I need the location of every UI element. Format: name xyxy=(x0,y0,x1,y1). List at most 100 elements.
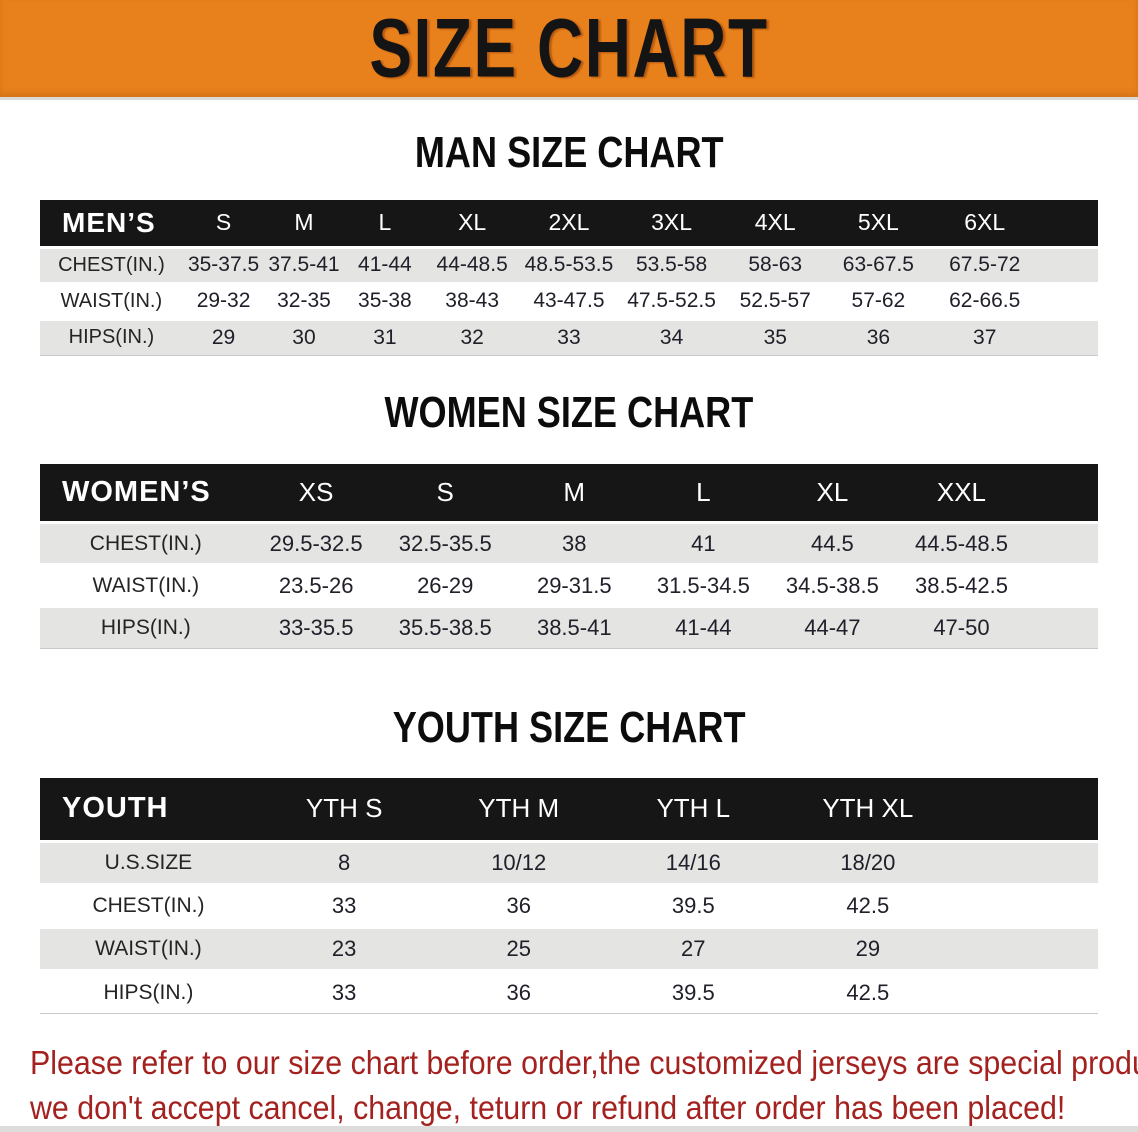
men-cell-0-1: 37.5-41 xyxy=(264,245,344,284)
men-cell-1-6: 52.5-57 xyxy=(723,281,828,320)
men-cell-1-4: 43-47.5 xyxy=(518,281,620,320)
men-size-col-5: 3XL xyxy=(619,200,724,248)
youth-row-label-1: CHEST(IN.) xyxy=(40,883,257,928)
women-cell-2-3: 41-44 xyxy=(638,605,768,649)
men-cell-2-6: 35 xyxy=(723,317,828,356)
men-cell-0-6: 58-63 xyxy=(723,245,828,284)
women-header-label: WOMEN’S xyxy=(40,463,252,523)
women-header-spacer xyxy=(1025,463,1098,523)
youth-section-title-text: YOUTH SIZE CHART xyxy=(392,703,746,753)
women-table: WOMEN’S XS S M L XL XXL CHEST(IN.) 29.5-32.5 32.5… xyxy=(40,463,1098,650)
men-row-1: WAIST(IN.) 29-32 32-35 35-38 38-43 43-47.5 47.… xyxy=(40,281,1098,320)
men-size-table: MEN’S S M L XL 2XL 3XL 4XL 5XL 6XL CHEST(IN.) 35-37… xyxy=(40,200,1098,356)
youth-row-label-0: U.S.SIZE xyxy=(40,840,257,885)
men-cell-1-8: 62-66.5 xyxy=(929,281,1040,320)
youth-cell-2-3: 29 xyxy=(780,926,956,971)
men-cell-2-2: 31 xyxy=(343,317,427,356)
disclaimer-line-1: Please refer to our size chart before or… xyxy=(30,1044,1138,1082)
men-cell-0-7: 63-67.5 xyxy=(827,245,930,284)
youth-cell-3-2: 39.5 xyxy=(606,969,781,1014)
youth-header-spacer xyxy=(955,777,1098,842)
youth-row-1: CHEST(IN.) 33 36 39.5 42.5 xyxy=(40,883,1098,928)
youth-section-title: YOUTH SIZE CHART xyxy=(0,705,1138,751)
men-section-title-text: MAN SIZE CHART xyxy=(414,128,724,177)
youth-row-spacer-2 xyxy=(955,926,1098,971)
men-size-col-6: 4XL xyxy=(723,200,828,248)
youth-size-col-3: YTH XL xyxy=(780,777,956,842)
men-cell-2-4: 33 xyxy=(518,317,620,356)
men-cell-0-5: 53.5-58 xyxy=(619,245,724,284)
men-row-label-0: CHEST(IN.) xyxy=(40,245,183,284)
youth-row-0: U.S.SIZE 8 10/12 14/16 18/20 xyxy=(40,840,1098,885)
men-cell-0-8: 67.5-72 xyxy=(929,245,1040,284)
women-cell-1-2: 29-31.5 xyxy=(509,563,639,607)
men-section-title: MAN SIZE CHART xyxy=(0,128,1138,177)
youth-row-spacer-1 xyxy=(955,883,1098,928)
men-cell-1-5: 47.5-52.5 xyxy=(619,281,724,320)
youth-size-col-0: YTH S xyxy=(256,777,432,842)
women-cell-0-4: 44.5 xyxy=(767,521,897,565)
youth-size-col-1: YTH M xyxy=(431,777,606,842)
men-row-label-1: WAIST(IN.) xyxy=(40,281,183,320)
youth-cell-0-2: 14/16 xyxy=(606,840,781,885)
women-size-col-2: M xyxy=(509,463,639,523)
women-row-spacer-2 xyxy=(1025,605,1098,649)
women-cell-1-0: 23.5-26 xyxy=(251,563,381,607)
youth-cell-0-3: 18/20 xyxy=(780,840,956,885)
women-cell-1-4: 34.5-38.5 xyxy=(767,563,897,607)
women-cell-2-0: 33-35.5 xyxy=(251,605,381,649)
order-disclaimer: Please refer to our size chart before or… xyxy=(0,1040,1138,1130)
youth-row-label-3: HIPS(IN.) xyxy=(40,969,257,1014)
youth-row-spacer-3 xyxy=(955,969,1098,1014)
men-cell-1-7: 57-62 xyxy=(827,281,930,320)
women-row-1: WAIST(IN.) 23.5-26 26-29 29-31.5 31.5-34.5 34… xyxy=(40,563,1098,607)
women-cell-0-2: 38 xyxy=(509,521,639,565)
men-cell-2-8: 37 xyxy=(929,317,1040,356)
women-cell-2-4: 44-47 xyxy=(767,605,897,649)
youth-header-label: YOUTH xyxy=(40,777,257,842)
youth-cell-1-3: 42.5 xyxy=(780,883,956,928)
men-cell-0-3: 44-48.5 xyxy=(426,245,519,284)
women-cell-0-0: 29.5-32.5 xyxy=(251,521,381,565)
men-cell-0-2: 41-44 xyxy=(343,245,427,284)
women-cell-2-5: 47-50 xyxy=(896,605,1026,649)
women-row-label-0: CHEST(IN.) xyxy=(40,521,252,565)
women-row-label-1: WAIST(IN.) xyxy=(40,563,252,607)
men-cell-2-3: 32 xyxy=(426,317,519,356)
youth-cell-3-1: 36 xyxy=(431,969,606,1014)
women-cell-1-3: 31.5-34.5 xyxy=(638,563,768,607)
youth-size-col-2: YTH L xyxy=(606,777,781,842)
men-row-spacer-2 xyxy=(1039,317,1098,356)
women-size-table: WOMEN’S XS S M L XL XXL CHEST(IN.) 29.5-32.5 32.5… xyxy=(40,463,1098,650)
men-size-col-4: 2XL xyxy=(518,200,620,248)
men-header-spacer xyxy=(1039,200,1098,248)
women-cell-1-1: 26-29 xyxy=(380,563,510,607)
men-size-col-1: M xyxy=(264,200,344,248)
women-size-col-5: XXL xyxy=(896,463,1026,523)
men-row-2: HIPS(IN.) 29 30 31 32 33 34 35 36 37 xyxy=(40,317,1098,356)
youth-cell-1-0: 33 xyxy=(256,883,432,928)
men-table: MEN’S S M L XL 2XL 3XL 4XL 5XL 6XL CHEST(IN.) 35-37… xyxy=(40,200,1098,356)
men-row-0: CHEST(IN.) 35-37.5 37.5-41 41-44 44-48.5 48.5… xyxy=(40,245,1098,284)
men-cell-0-0: 35-37.5 xyxy=(182,245,265,284)
women-size-col-3: L xyxy=(638,463,768,523)
women-size-col-0: XS xyxy=(251,463,381,523)
youth-cell-2-1: 25 xyxy=(431,926,606,971)
youth-cell-2-2: 27 xyxy=(606,926,781,971)
youth-row-2: WAIST(IN.) 23 25 27 29 xyxy=(40,926,1098,971)
youth-cell-0-1: 10/12 xyxy=(431,840,606,885)
women-cell-0-1: 32.5-35.5 xyxy=(380,521,510,565)
youth-cell-0-0: 8 xyxy=(256,840,432,885)
men-cell-2-5: 34 xyxy=(619,317,724,356)
men-row-spacer-1 xyxy=(1039,281,1098,320)
men-cell-2-0: 29 xyxy=(182,317,265,356)
women-row-spacer-0 xyxy=(1025,521,1098,565)
youth-row-label-2: WAIST(IN.) xyxy=(40,926,257,971)
youth-cell-3-3: 42.5 xyxy=(780,969,956,1014)
bottom-edge-strip xyxy=(0,1126,1138,1132)
youth-cell-1-2: 39.5 xyxy=(606,883,781,928)
banner-title: SIZE CHART xyxy=(369,1,769,95)
men-cell-1-0: 29-32 xyxy=(182,281,265,320)
youth-cell-2-0: 23 xyxy=(256,926,432,971)
men-row-label-2: HIPS(IN.) xyxy=(40,317,183,356)
